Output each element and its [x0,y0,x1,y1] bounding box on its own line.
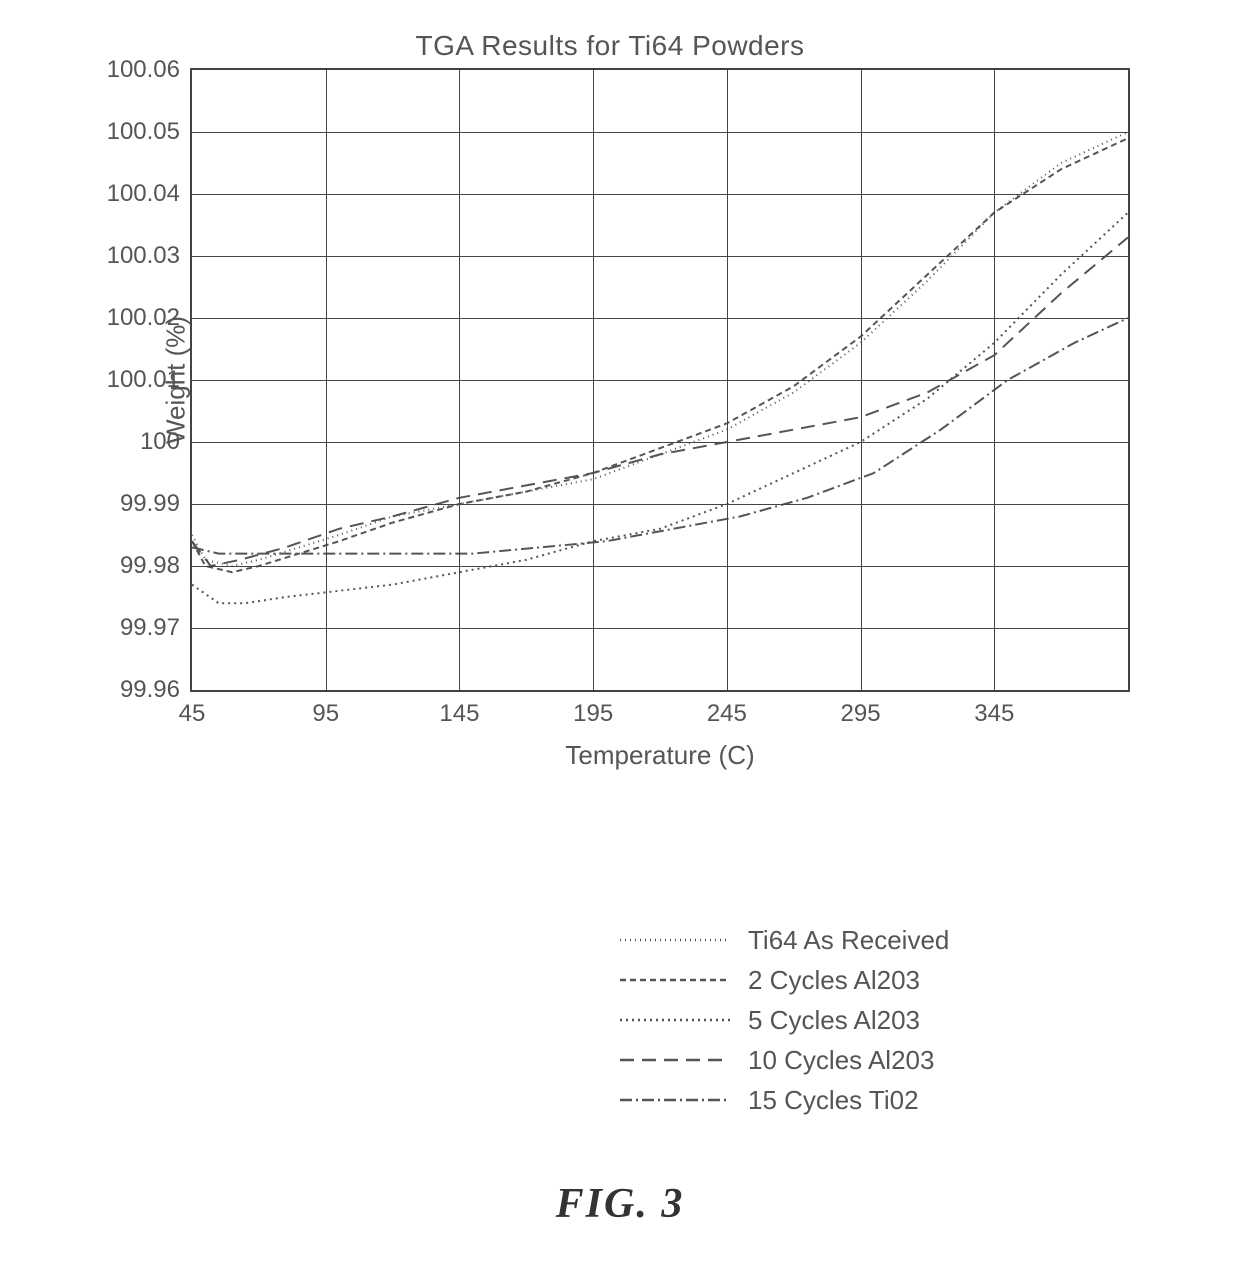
legend-label: Ti64 As Received [748,925,949,956]
y-tick-label: 100.03 [107,242,192,270]
x-tick-label: 345 [974,690,1014,728]
y-tick-label: 100 [140,428,192,456]
series-line [192,138,1128,572]
y-tick-label: 100.02 [107,304,192,332]
x-tick-label: 95 [312,690,339,728]
y-tick-label: 99.97 [120,614,192,642]
legend-label: 15 Cycles Ti02 [748,1085,919,1116]
legend-swatch [620,970,730,990]
y-tick-label: 100.01 [107,366,192,394]
y-tick-label: 99.99 [120,490,192,518]
legend-item: 15 Cycles Ti02 [620,1080,949,1120]
legend-swatch [620,1090,730,1110]
series-line [192,237,1128,566]
legend-swatch [620,1010,730,1030]
x-tick-label: 145 [439,690,479,728]
legend: Ti64 As Received 2 Cycles Al203 5 Cycles A… [620,920,949,1120]
x-tick-label: 195 [573,690,613,728]
series-line [192,318,1128,554]
legend-item: 5 Cycles Al203 [620,1000,949,1040]
x-tick-label: 295 [841,690,881,728]
legend-item: 2 Cycles Al203 [620,960,949,1000]
legend-swatch [620,930,730,950]
chart-container: TGA Results for Ti64 Powders Weight (%) … [90,30,1130,771]
x-tick-label: 245 [707,690,747,728]
series-line [192,213,1128,604]
chart-title: TGA Results for Ti64 Powders [90,30,1130,62]
y-tick-label: 100.06 [107,56,192,84]
legend-swatch [620,1050,730,1070]
legend-label: 5 Cycles Al203 [748,1005,920,1036]
y-tick-label: 100.05 [107,118,192,146]
y-tick-label: 100.04 [107,180,192,208]
series-line [192,132,1128,566]
x-tick-label: 45 [179,690,206,728]
legend-item: Ti64 As Received [620,920,949,960]
y-tick-label: 99.98 [120,552,192,580]
figure-label: FIG. 3 [0,1180,1240,1228]
legend-item: 10 Cycles Al203 [620,1040,949,1080]
legend-label: 2 Cycles Al203 [748,965,920,996]
plot-area: Weight (%) 99.9699.9799.9899.99100100.01… [190,68,1130,692]
x-axis-label: Temperature (C) [190,740,1130,771]
legend-label: 10 Cycles Al203 [748,1045,934,1076]
